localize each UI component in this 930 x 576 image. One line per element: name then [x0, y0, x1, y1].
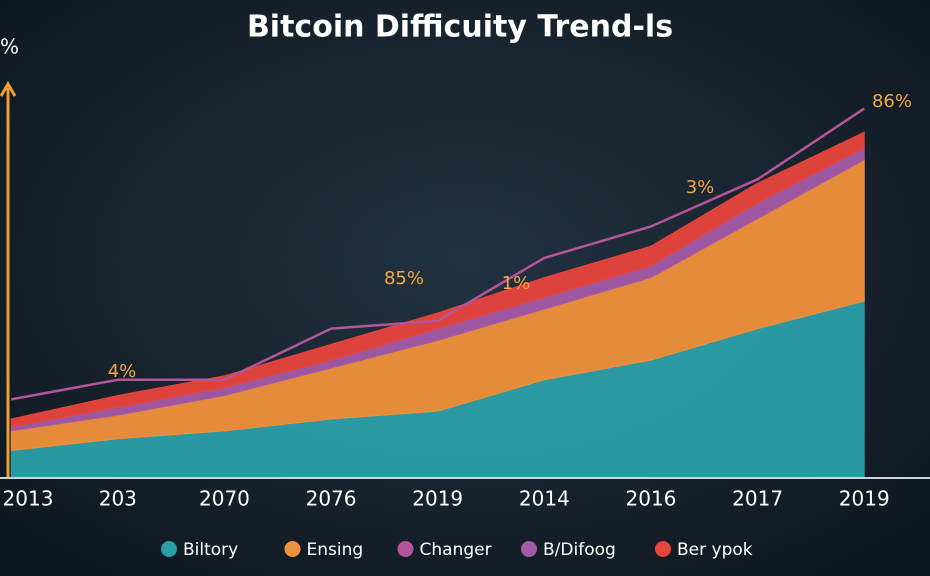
legend-label: Ensing — [307, 540, 364, 560]
legend-label: Ber ypok — [677, 540, 753, 560]
legend: Biltory Ensing Changer B/Difoog Ber ypok — [161, 540, 753, 560]
x-tick-label: 203 — [99, 487, 137, 511]
y-axis-label: % — [0, 35, 19, 59]
x-tick-label: 2076 — [306, 487, 357, 511]
x-tick-label: 2019 — [412, 487, 463, 511]
y-axis-arrow — [0, 81, 17, 97]
x-tick-label: 2017 — [732, 487, 783, 511]
legend-marker — [521, 541, 537, 557]
legend-marker — [284, 541, 301, 557]
x-tick-label: 2019 — [839, 487, 890, 511]
x-tick-label: 2070 — [199, 487, 250, 511]
legend-label: B/Difoog — [543, 540, 616, 560]
legend-marker — [161, 541, 177, 557]
plot-area: 4% 85% 1% 3% 86% — [10, 91, 912, 479]
x-tick-label: 2013 — [3, 487, 54, 511]
annotation: 4% — [108, 361, 137, 382]
x-tick-label: 2014 — [519, 487, 570, 511]
annotation: 3% — [686, 177, 715, 198]
area — [10, 131, 865, 428]
annotation: 85% — [384, 268, 424, 289]
legend-label: Changer — [420, 540, 492, 560]
x-tick-label: 2016 — [626, 487, 677, 511]
annotation: 86% — [872, 91, 912, 112]
legend-marker — [655, 541, 671, 557]
legend-label: Biltory — [183, 540, 238, 560]
legend-marker — [397, 541, 414, 557]
line — [10, 107, 865, 401]
annotation: 1% — [502, 273, 531, 294]
chart-title: Bitcoin Difficuity Trend-ls — [247, 10, 673, 45]
